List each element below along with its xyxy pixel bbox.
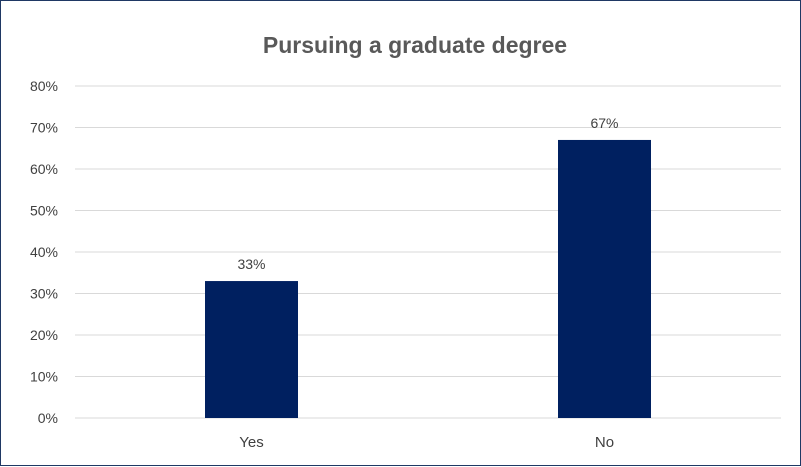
gridlines bbox=[75, 85, 781, 419]
y-tick-label: 40% bbox=[30, 244, 58, 260]
bars bbox=[205, 139, 651, 418]
y-tick-label: 10% bbox=[30, 369, 58, 385]
bar-no bbox=[558, 139, 651, 418]
chart-title: Pursuing a graduate degree bbox=[263, 32, 567, 58]
x-category-label: No bbox=[595, 434, 614, 451]
y-tick-label: 70% bbox=[30, 120, 58, 136]
y-tick-label: 20% bbox=[30, 327, 58, 343]
y-tick-label: 0% bbox=[38, 410, 58, 426]
x-axis-category-labels: Yes No bbox=[239, 434, 614, 451]
bar-yes bbox=[205, 281, 298, 418]
y-tick-label: 30% bbox=[30, 286, 58, 302]
y-tick-label: 80% bbox=[30, 78, 58, 94]
y-axis-tick-labels: 0% 10% 20% 30% 40% 50% 60% 70% 80% bbox=[30, 78, 58, 426]
data-labels: 33% 67% bbox=[237, 115, 618, 272]
y-tick-label: 50% bbox=[30, 203, 58, 219]
y-tick-label: 60% bbox=[30, 161, 58, 177]
data-label-no: 67% bbox=[590, 115, 618, 131]
x-category-label: Yes bbox=[239, 434, 263, 451]
data-label-yes: 33% bbox=[237, 256, 265, 272]
